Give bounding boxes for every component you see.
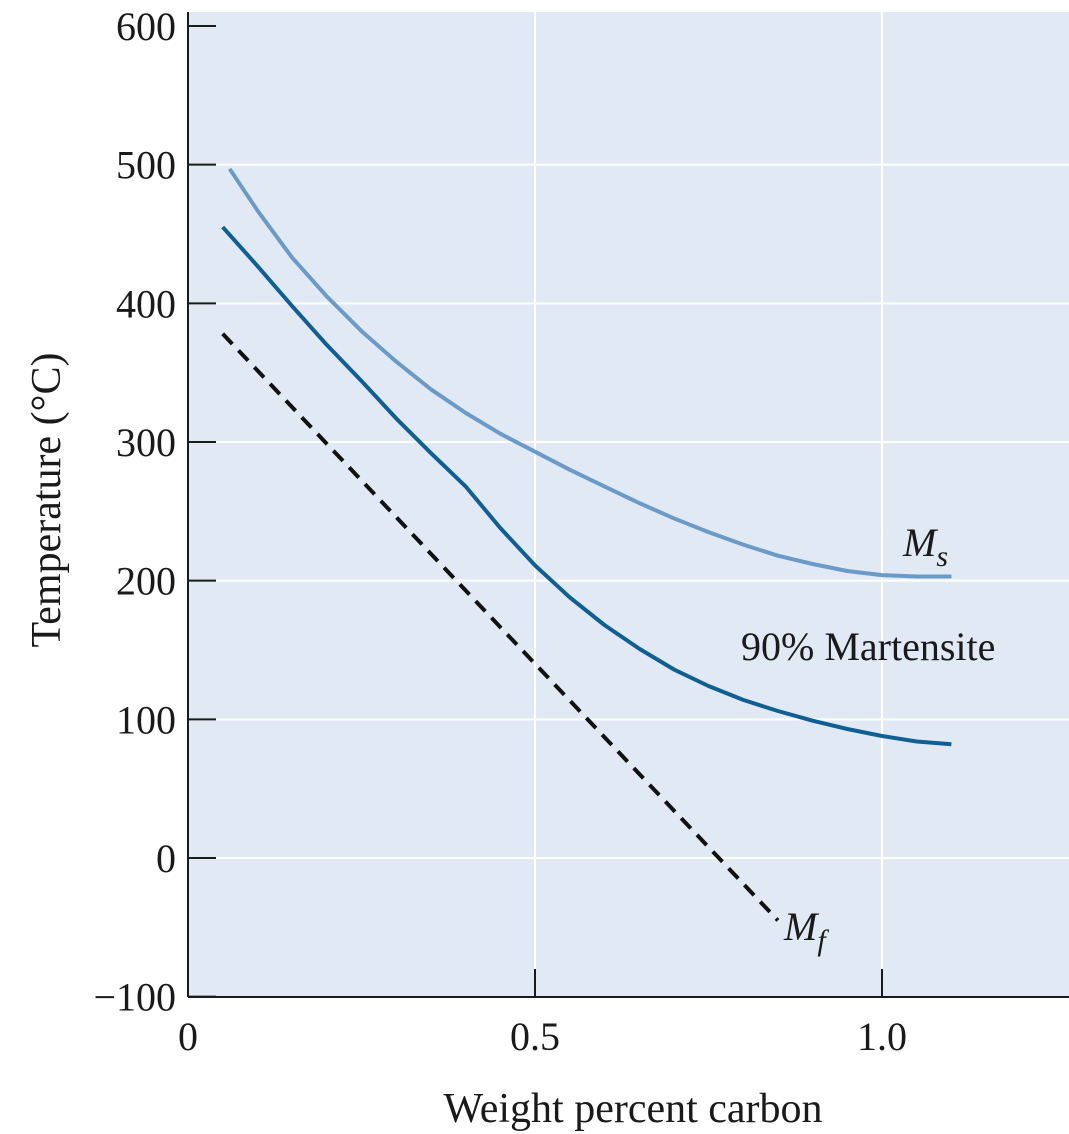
y-tick-label: 300 — [116, 420, 176, 465]
plot-background — [188, 12, 1069, 997]
y-tick-label: 400 — [116, 281, 176, 326]
martensite90-line — [221, 225, 952, 747]
x-tick-label: 0.5 — [510, 1014, 560, 1059]
x-tick-label: 1.0 — [857, 1014, 907, 1059]
ms-line — [227, 167, 952, 579]
y-tick-label: 0 — [156, 836, 176, 881]
y-tick-label: 200 — [116, 559, 176, 604]
ms-label-sub: s — [936, 540, 948, 573]
ms-series-label: Ms — [902, 520, 948, 573]
x-tick-label: 0 — [178, 1014, 198, 1059]
martensite90-series-label: 90% Martensite — [741, 624, 995, 669]
axes — [187, 12, 1069, 998]
x-axis-title: Weight percent carbon — [443, 1086, 822, 1132]
ms-label-main: M — [902, 520, 939, 565]
y-tick-label: 500 — [116, 143, 176, 188]
y-axis-title: Temperature (°C) — [24, 353, 70, 648]
mf-label-main: M — [783, 904, 820, 949]
mf-line — [221, 332, 780, 922]
series-group — [221, 167, 952, 922]
y-tick-label: −100 — [93, 975, 176, 1020]
y-tick-label: 100 — [116, 697, 176, 742]
y-tick-label: 600 — [116, 4, 176, 49]
